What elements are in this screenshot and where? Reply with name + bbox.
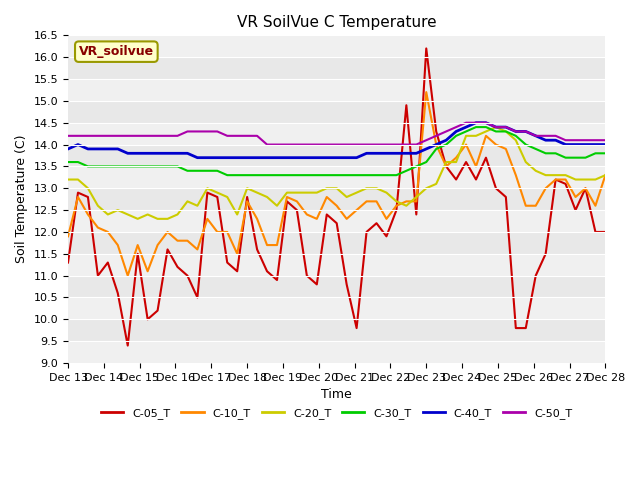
C-50_T <box>462 120 470 126</box>
C-10_T <box>64 233 72 239</box>
C-05_T <box>124 343 132 348</box>
C-30_T <box>164 164 172 169</box>
Legend: C-05_T, C-10_T, C-20_T, C-30_T, C-40_T, C-50_T: C-05_T, C-10_T, C-20_T, C-30_T, C-40_T, … <box>97 403 577 423</box>
Line: C-05_T: C-05_T <box>68 48 605 346</box>
Bar <box>68 210 605 232</box>
C-10_T <box>273 242 281 248</box>
Bar <box>68 36 605 57</box>
C-50_T <box>124 133 132 139</box>
C-10_T <box>422 89 430 95</box>
C-20_T <box>204 185 211 191</box>
C-40_T <box>204 155 211 160</box>
C-20_T <box>602 172 609 178</box>
C-10_T <box>173 238 181 243</box>
C-50_T <box>164 133 172 139</box>
C-30_T <box>193 168 201 174</box>
C-05_T <box>591 229 599 235</box>
C-20_T <box>134 216 141 222</box>
Title: VR SoilVue C Temperature: VR SoilVue C Temperature <box>237 15 436 30</box>
C-10_T <box>124 273 132 278</box>
Text: VR_soilvue: VR_soilvue <box>79 45 154 58</box>
C-05_T <box>562 181 570 187</box>
C-30_T <box>273 172 281 178</box>
Line: C-50_T: C-50_T <box>68 123 605 144</box>
C-10_T <box>562 177 570 182</box>
X-axis label: Time: Time <box>321 388 352 401</box>
Bar <box>68 298 605 319</box>
C-10_T <box>204 216 211 222</box>
C-40_T <box>64 146 72 152</box>
C-40_T <box>164 150 172 156</box>
C-20_T <box>562 172 570 178</box>
C-50_T <box>64 133 72 139</box>
Bar <box>68 79 605 101</box>
C-10_T <box>591 203 599 209</box>
C-40_T <box>124 150 132 156</box>
C-20_T <box>591 177 599 182</box>
Bar <box>68 254 605 276</box>
C-05_T <box>64 260 72 265</box>
C-40_T <box>591 142 599 147</box>
C-40_T <box>472 120 480 126</box>
C-20_T <box>273 203 281 209</box>
C-30_T <box>602 150 609 156</box>
C-05_T <box>134 251 141 257</box>
Line: C-30_T: C-30_T <box>68 127 605 175</box>
C-10_T <box>602 172 609 178</box>
C-50_T <box>193 129 201 134</box>
C-50_T <box>263 142 271 147</box>
C-05_T <box>173 264 181 270</box>
C-30_T <box>64 159 72 165</box>
C-40_T <box>562 142 570 147</box>
C-10_T <box>134 242 141 248</box>
Bar <box>68 167 605 188</box>
C-20_T <box>124 212 132 217</box>
C-30_T <box>223 172 231 178</box>
C-30_T <box>591 150 599 156</box>
C-05_T <box>273 277 281 283</box>
C-05_T <box>422 46 430 51</box>
C-50_T <box>562 137 570 143</box>
C-40_T <box>193 155 201 160</box>
C-20_T <box>492 124 500 130</box>
C-40_T <box>602 142 609 147</box>
Bar <box>68 123 605 144</box>
C-20_T <box>173 212 181 217</box>
C-50_T <box>591 137 599 143</box>
Bar <box>68 341 605 363</box>
Line: C-20_T: C-20_T <box>68 127 605 219</box>
C-05_T <box>602 229 609 235</box>
Line: C-10_T: C-10_T <box>68 92 605 276</box>
C-50_T <box>602 137 609 143</box>
C-50_T <box>273 142 281 147</box>
C-30_T <box>562 155 570 160</box>
C-05_T <box>204 190 211 195</box>
Y-axis label: Soil Temperature (C): Soil Temperature (C) <box>15 135 28 264</box>
C-40_T <box>273 155 281 160</box>
C-30_T <box>124 164 132 169</box>
Line: C-40_T: C-40_T <box>68 123 605 157</box>
C-20_T <box>64 177 72 182</box>
C-30_T <box>472 124 480 130</box>
